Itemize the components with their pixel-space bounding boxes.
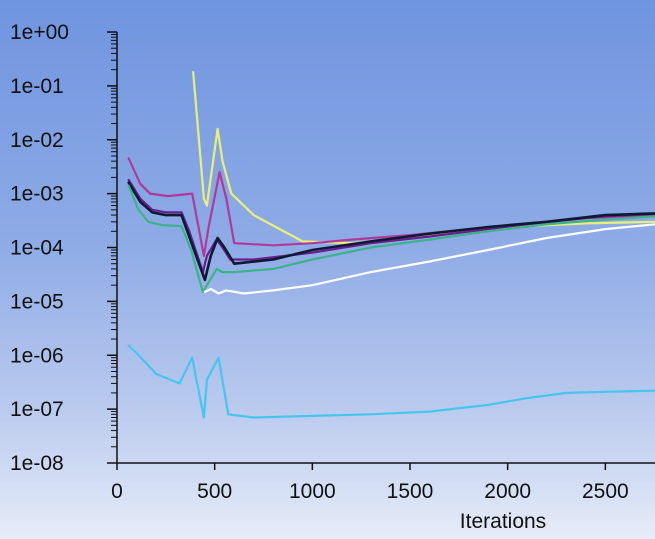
x-tick-label: 1500	[387, 480, 434, 503]
x-tick-label: 2500	[582, 480, 629, 503]
x-tick-label: 500	[197, 480, 232, 503]
y-tick-label: 1e-04	[10, 237, 64, 260]
y-tick-label: 1e-08	[10, 452, 64, 475]
y-tick-label: 1e-05	[10, 290, 64, 313]
series-line	[127, 181, 655, 282]
y-tick-label: 1e-01	[10, 75, 64, 98]
x-axis-ticks: 0 500 1000 1500 2000 2500	[111, 463, 629, 503]
x-axis-title: Iterations	[460, 510, 546, 533]
y-tick-label: 1e-06	[10, 344, 64, 367]
y-tick-label: 1e+00	[10, 21, 69, 44]
series-line	[127, 184, 655, 293]
x-tick-label: 2000	[484, 480, 531, 503]
x-tick-label: 1000	[289, 480, 336, 503]
series-line	[127, 178, 655, 274]
y-tick-label: 1e-03	[10, 183, 64, 206]
y-tick-label: 1e-02	[10, 129, 64, 152]
series-lines	[127, 70, 655, 419]
series-line	[203, 223, 655, 295]
y-tick-label: 1e-07	[10, 398, 64, 421]
x-tick-label: 0	[111, 480, 123, 503]
series-line	[127, 344, 655, 419]
y-axis-ticks: 1e+00 1e-01 1e-02 1e-03 1e-04 1e-05 1e-06 1e-07…	[10, 21, 117, 475]
